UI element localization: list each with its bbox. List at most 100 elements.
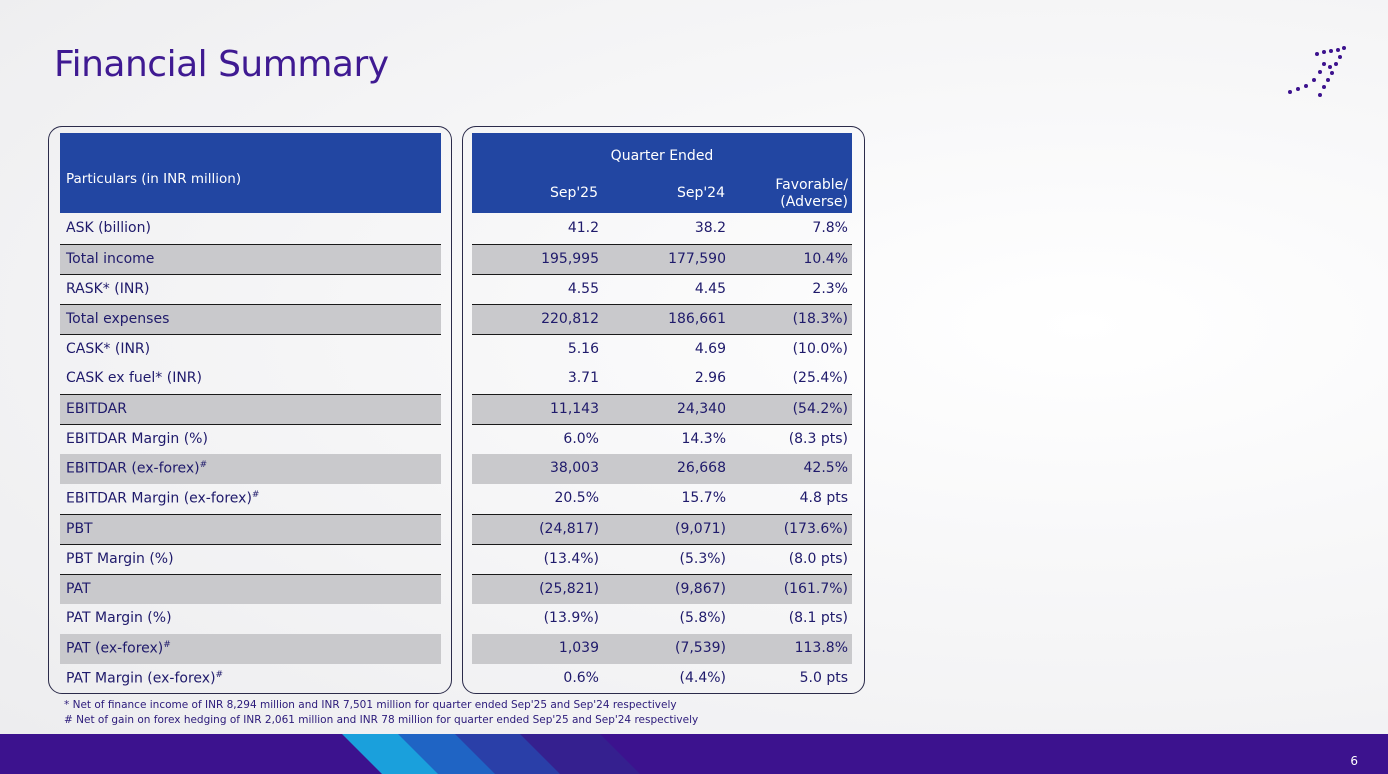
row-label: Total expenses bbox=[66, 311, 170, 327]
value-sep24: 15.7% bbox=[681, 490, 726, 506]
row-label: EBITDAR bbox=[66, 401, 127, 417]
value-rows: 41.2 38.2 7.8% 195,995 177,590 10.4% 4.55 4.45 2… bbox=[472, 214, 852, 693]
value-sep24: 186,661 bbox=[668, 311, 726, 327]
table-row: 220,812 186,661 (18.3%) bbox=[472, 304, 852, 334]
footer-stripes bbox=[342, 734, 640, 774]
row-label: PBT bbox=[66, 521, 93, 537]
table-row: PAT Margin (ex-forex)# bbox=[60, 664, 441, 693]
particulars-header: Particulars (in INR million) bbox=[60, 133, 441, 213]
value-variance: (18.3%) bbox=[792, 311, 848, 327]
page-number: 6 bbox=[1350, 754, 1358, 768]
table-row: 11,143 24,340 (54.2%) bbox=[472, 394, 852, 424]
value-sep24: (5.8%) bbox=[679, 610, 727, 626]
value-variance: 42.5% bbox=[803, 460, 848, 476]
value-sep24: 38.2 bbox=[694, 220, 726, 236]
table-row: EBITDAR bbox=[60, 394, 441, 424]
value-variance: (8.3 pts) bbox=[788, 431, 848, 447]
quarter-ended-label: Quarter Ended bbox=[610, 148, 714, 164]
table-row: EBITDAR Margin (%) bbox=[60, 424, 441, 454]
footnote-forex-hedging: # Net of gain on forex hedging of INR 2,… bbox=[64, 714, 699, 726]
value-sep25: (24,817) bbox=[539, 521, 599, 537]
table-row: PAT bbox=[60, 574, 441, 604]
value-sep25: (13.4%) bbox=[543, 551, 599, 567]
value-sep25: 3.71 bbox=[567, 370, 599, 386]
table-row: PBT bbox=[60, 514, 441, 544]
row-label: CASK* (INR) bbox=[66, 341, 151, 357]
row-label: PAT (ex-forex)# bbox=[66, 640, 171, 657]
table-row: 5.16 4.69 (10.0%) bbox=[472, 334, 852, 364]
col-variance-header: Favorable/ (Adverse) bbox=[775, 177, 848, 211]
row-label: PAT Margin (%) bbox=[66, 610, 172, 626]
value-sep24: (9,071) bbox=[674, 521, 726, 537]
table-row: (13.9%) (5.8%) (8.1 pts) bbox=[472, 604, 852, 634]
table-row: 38,003 26,668 42.5% bbox=[472, 454, 852, 484]
value-sep25: 41.2 bbox=[567, 220, 599, 236]
value-sep25: 6.0% bbox=[563, 431, 599, 447]
value-sep25: 5.16 bbox=[567, 341, 599, 357]
table-row: CASK ex fuel* (INR) bbox=[60, 364, 441, 394]
table-row: CASK* (INR) bbox=[60, 334, 441, 364]
value-sep24: 26,668 bbox=[677, 460, 726, 476]
col-sep25-header: Sep'25 bbox=[549, 185, 598, 201]
value-sep24: 4.69 bbox=[694, 341, 726, 357]
row-label: EBITDAR Margin (ex-forex)# bbox=[66, 490, 260, 507]
table-row: ASK (billion) bbox=[60, 214, 441, 244]
value-sep25: 220,812 bbox=[541, 311, 599, 327]
row-label: ASK (billion) bbox=[66, 220, 151, 236]
value-sep24: 177,590 bbox=[668, 251, 726, 267]
value-sep24: 2.96 bbox=[694, 370, 726, 386]
table-row: 195,995 177,590 10.4% bbox=[472, 244, 852, 274]
row-label: PAT bbox=[66, 581, 91, 597]
page-title: Financial Summary bbox=[54, 44, 389, 85]
value-sep24: (5.3%) bbox=[679, 551, 727, 567]
value-sep25: 0.6% bbox=[563, 670, 599, 686]
table-row: PBT Margin (%) bbox=[60, 544, 441, 574]
table-row: 0.6% (4.4%) 5.0 pts bbox=[472, 664, 852, 693]
value-variance: (8.0 pts) bbox=[788, 551, 848, 567]
footnote-marker: # bbox=[215, 670, 224, 680]
brand-logo-icon bbox=[1288, 46, 1346, 97]
value-variance: (161.7%) bbox=[783, 581, 848, 597]
value-variance: (25.4%) bbox=[792, 370, 848, 386]
table-row: (24,817) (9,071) (173.6%) bbox=[472, 514, 852, 544]
table-row: Total expenses bbox=[60, 304, 441, 334]
footnote-finance-income: * Net of finance income of INR 8,294 mil… bbox=[64, 699, 677, 711]
table-row: EBITDAR Margin (ex-forex)# bbox=[60, 484, 441, 514]
col-sep24-header: Sep'24 bbox=[676, 185, 725, 201]
value-variance: (173.6%) bbox=[783, 521, 848, 537]
table-row: Total income bbox=[60, 244, 441, 274]
row-label: EBITDAR Margin (%) bbox=[66, 431, 208, 447]
table-row: 1,039 (7,539) 113.8% bbox=[472, 634, 852, 664]
row-label: Total income bbox=[66, 251, 155, 267]
value-sep24: (4.4%) bbox=[679, 670, 727, 686]
table-row: PAT (ex-forex)# bbox=[60, 634, 441, 664]
footnote-marker: # bbox=[199, 460, 208, 470]
value-sep24: 4.45 bbox=[694, 281, 726, 297]
value-variance: (54.2%) bbox=[792, 401, 848, 417]
value-sep25: (13.9%) bbox=[543, 610, 599, 626]
value-variance: (10.0%) bbox=[792, 341, 848, 357]
table-row: 6.0% 14.3% (8.3 pts) bbox=[472, 424, 852, 454]
table-row: 4.55 4.45 2.3% bbox=[472, 274, 852, 304]
table-row: EBITDAR (ex-forex)# bbox=[60, 454, 441, 484]
particulars-header-label: Particulars (in INR million) bbox=[66, 171, 242, 187]
table-row: RASK* (INR) bbox=[60, 274, 441, 304]
quarter-panel: Quarter Ended Sep'25 Sep'24 Favorable/ (… bbox=[462, 126, 865, 694]
value-variance: 113.8% bbox=[794, 640, 848, 656]
row-label: PAT Margin (ex-forex)# bbox=[66, 670, 224, 687]
footnote-marker: # bbox=[163, 640, 171, 650]
value-variance: 10.4% bbox=[803, 251, 848, 267]
table-row: PAT Margin (%) bbox=[60, 604, 441, 634]
col-variance-line1: Favorable/ bbox=[775, 177, 848, 193]
footnote-marker: # bbox=[251, 490, 260, 500]
value-sep25: 1,039 bbox=[558, 640, 599, 656]
footnotes: * Net of finance income of INR 8,294 mil… bbox=[64, 698, 698, 728]
value-sep24: 14.3% bbox=[681, 431, 726, 447]
value-variance: 7.8% bbox=[812, 220, 848, 236]
row-label: CASK ex fuel* (INR) bbox=[66, 370, 202, 386]
value-variance: 5.0 pts bbox=[799, 670, 848, 686]
particulars-rows: ASK (billion) Total income RASK* (INR) Tota… bbox=[60, 214, 441, 693]
value-variance: 2.3% bbox=[812, 281, 848, 297]
value-variance: 4.8 pts bbox=[799, 490, 848, 506]
footer-bar: 6 bbox=[0, 734, 1388, 774]
